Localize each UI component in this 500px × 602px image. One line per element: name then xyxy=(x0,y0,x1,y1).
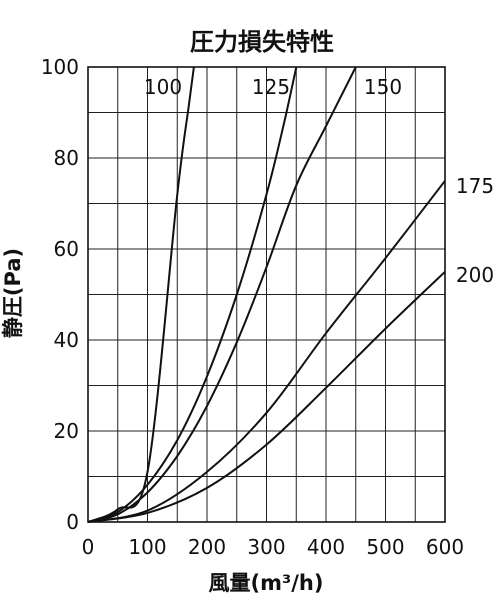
y-tick-label: 80 xyxy=(54,146,79,170)
x-tick-label: 300 xyxy=(247,535,285,559)
y-tick-label: 40 xyxy=(54,328,79,352)
plot-frame xyxy=(87,66,446,523)
curve-label-175: 175 xyxy=(456,174,494,198)
y-tick-label: 100 xyxy=(41,55,79,79)
y-axis-label: 静圧(Pa) xyxy=(1,248,25,338)
curve-100 xyxy=(87,66,195,523)
curve-175 xyxy=(87,180,446,523)
x-tick-label: 400 xyxy=(307,535,345,559)
curve-150 xyxy=(87,66,357,523)
curve-label-125: 125 xyxy=(252,75,290,99)
x-tick-label: 0 xyxy=(82,535,95,559)
y-tick-label: 20 xyxy=(54,419,79,443)
chart-title: 圧力損失特性 xyxy=(190,28,334,56)
x-tick-label: 100 xyxy=(128,535,166,559)
tick-labels: 0 100 200 300 400 500 600 0 20 40 60 80 100 xyxy=(41,55,464,559)
curve-labels: 100 125 150 175 200 xyxy=(144,75,494,287)
x-axis-label: 風量(m³/h) xyxy=(209,571,324,595)
curve-125 xyxy=(87,66,298,523)
x-tick-label: 200 xyxy=(188,535,226,559)
grid xyxy=(87,66,446,523)
curve-label-200: 200 xyxy=(456,263,494,287)
curve-label-100: 100 xyxy=(144,75,182,99)
curves xyxy=(87,66,446,523)
curve-label-150: 150 xyxy=(364,75,402,99)
curve-200 xyxy=(87,271,446,523)
x-tick-label: 500 xyxy=(366,535,404,559)
y-tick-label: 0 xyxy=(66,510,79,534)
x-tick-label: 600 xyxy=(426,535,464,559)
y-tick-label: 60 xyxy=(54,237,79,261)
